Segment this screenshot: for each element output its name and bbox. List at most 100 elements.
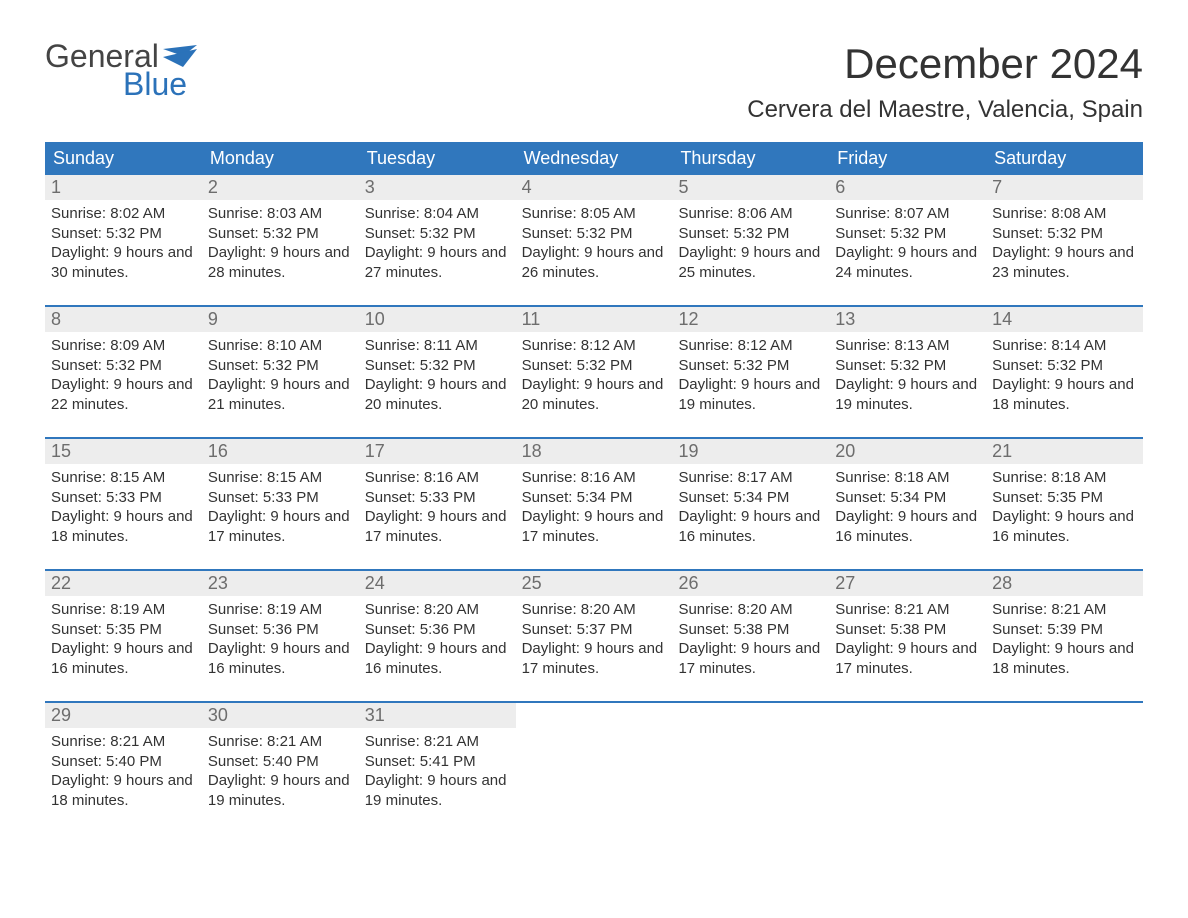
daylight-line: Daylight: 9 hours and 17 minutes. (522, 639, 667, 678)
day-cell: 15Sunrise: 8:15 AMSunset: 5:33 PMDayligh… (45, 439, 202, 547)
title-block: December 2024 Cervera del Maestre, Valen… (747, 40, 1143, 124)
sunrise-line: Sunrise: 8:15 AM (208, 468, 353, 488)
sunset-line: Sunset: 5:32 PM (51, 356, 196, 376)
sunset-line: Sunset: 5:32 PM (678, 356, 823, 376)
day-info: Sunrise: 8:12 AMSunset: 5:32 PMDaylight:… (672, 332, 829, 414)
sunrise-line: Sunrise: 8:21 AM (992, 600, 1137, 620)
day-number: 9 (202, 307, 359, 332)
day-info: Sunrise: 8:02 AMSunset: 5:32 PMDaylight:… (45, 200, 202, 282)
day-info: Sunrise: 8:05 AMSunset: 5:32 PMDaylight:… (516, 200, 673, 282)
daylight-line: Daylight: 9 hours and 26 minutes. (522, 243, 667, 282)
location: Cervera del Maestre, Valencia, Spain (747, 96, 1143, 124)
daylight-line: Daylight: 9 hours and 19 minutes. (678, 375, 823, 414)
sunrise-line: Sunrise: 8:16 AM (522, 468, 667, 488)
day-header: Thursday (672, 142, 829, 175)
day-info: Sunrise: 8:10 AMSunset: 5:32 PMDaylight:… (202, 332, 359, 414)
day-cell: 14Sunrise: 8:14 AMSunset: 5:32 PMDayligh… (986, 307, 1143, 415)
sunrise-line: Sunrise: 8:21 AM (51, 732, 196, 752)
day-cell: 4Sunrise: 8:05 AMSunset: 5:32 PMDaylight… (516, 175, 673, 283)
sunset-line: Sunset: 5:32 PM (365, 224, 510, 244)
day-cell: 3Sunrise: 8:04 AMSunset: 5:32 PMDaylight… (359, 175, 516, 283)
day-number: 5 (672, 175, 829, 200)
day-cell: 25Sunrise: 8:20 AMSunset: 5:37 PMDayligh… (516, 571, 673, 679)
day-cell: 11Sunrise: 8:12 AMSunset: 5:32 PMDayligh… (516, 307, 673, 415)
sunrise-line: Sunrise: 8:07 AM (835, 204, 980, 224)
sunset-line: Sunset: 5:32 PM (835, 224, 980, 244)
day-cell: 20Sunrise: 8:18 AMSunset: 5:34 PMDayligh… (829, 439, 986, 547)
daylight-line: Daylight: 9 hours and 18 minutes. (992, 639, 1137, 678)
sunrise-line: Sunrise: 8:20 AM (365, 600, 510, 620)
sunset-line: Sunset: 5:34 PM (835, 488, 980, 508)
sunrise-line: Sunrise: 8:05 AM (522, 204, 667, 224)
day-cell: 29Sunrise: 8:21 AMSunset: 5:40 PMDayligh… (45, 703, 202, 811)
day-number: 2 (202, 175, 359, 200)
day-number: 28 (986, 571, 1143, 596)
day-info: Sunrise: 8:03 AMSunset: 5:32 PMDaylight:… (202, 200, 359, 282)
daylight-line: Daylight: 9 hours and 16 minutes. (365, 639, 510, 678)
sunset-line: Sunset: 5:38 PM (835, 620, 980, 640)
daylight-line: Daylight: 9 hours and 22 minutes. (51, 375, 196, 414)
sunset-line: Sunset: 5:36 PM (208, 620, 353, 640)
daylight-line: Daylight: 9 hours and 30 minutes. (51, 243, 196, 282)
day-number: 10 (359, 307, 516, 332)
daylight-line: Daylight: 9 hours and 19 minutes. (208, 771, 353, 810)
sunset-line: Sunset: 5:32 PM (208, 356, 353, 376)
day-number: 16 (202, 439, 359, 464)
day-info: Sunrise: 8:21 AMSunset: 5:41 PMDaylight:… (359, 728, 516, 810)
daylight-line: Daylight: 9 hours and 16 minutes. (208, 639, 353, 678)
daylight-line: Daylight: 9 hours and 16 minutes. (835, 507, 980, 546)
day-info: Sunrise: 8:21 AMSunset: 5:38 PMDaylight:… (829, 596, 986, 678)
sunrise-line: Sunrise: 8:11 AM (365, 336, 510, 356)
day-cell (986, 703, 1143, 811)
day-info: Sunrise: 8:09 AMSunset: 5:32 PMDaylight:… (45, 332, 202, 414)
day-cell: 8Sunrise: 8:09 AMSunset: 5:32 PMDaylight… (45, 307, 202, 415)
day-info: Sunrise: 8:20 AMSunset: 5:36 PMDaylight:… (359, 596, 516, 678)
sunset-line: Sunset: 5:32 PM (992, 224, 1137, 244)
day-number: 21 (986, 439, 1143, 464)
daylight-line: Daylight: 9 hours and 19 minutes. (365, 771, 510, 810)
day-cell: 9Sunrise: 8:10 AMSunset: 5:32 PMDaylight… (202, 307, 359, 415)
day-info: Sunrise: 8:14 AMSunset: 5:32 PMDaylight:… (986, 332, 1143, 414)
daylight-line: Daylight: 9 hours and 17 minutes. (522, 507, 667, 546)
weeks-container: 1Sunrise: 8:02 AMSunset: 5:32 PMDaylight… (45, 175, 1143, 811)
daylight-line: Daylight: 9 hours and 18 minutes. (992, 375, 1137, 414)
sunrise-line: Sunrise: 8:17 AM (678, 468, 823, 488)
day-cell: 6 Sunrise: 8:07 AMSunset: 5:32 PMDaylight… (829, 175, 986, 283)
day-info: Sunrise: 8:20 AMSunset: 5:38 PMDaylight:… (672, 596, 829, 678)
sunrise-line: Sunrise: 8:12 AM (522, 336, 667, 356)
day-cell: 31Sunrise: 8:21 AMSunset: 5:41 PMDayligh… (359, 703, 516, 811)
daylight-line: Daylight: 9 hours and 18 minutes. (51, 507, 196, 546)
day-info: Sunrise: 8:08 AMSunset: 5:32 PMDaylight:… (986, 200, 1143, 282)
day-cell: 27Sunrise: 8:21 AMSunset: 5:38 PMDayligh… (829, 571, 986, 679)
day-header: Wednesday (516, 142, 673, 175)
day-info: Sunrise: 8:16 AMSunset: 5:33 PMDaylight:… (359, 464, 516, 546)
day-cell: 16Sunrise: 8:15 AMSunset: 5:33 PMDayligh… (202, 439, 359, 547)
sunset-line: Sunset: 5:32 PM (678, 224, 823, 244)
day-info: Sunrise: 8:21 AMSunset: 5:40 PMDaylight:… (202, 728, 359, 810)
day-info: Sunrise: 8:06 AMSunset: 5:32 PMDaylight:… (672, 200, 829, 282)
day-number: 3 (359, 175, 516, 200)
month-title: December 2024 (747, 40, 1143, 88)
sunset-line: Sunset: 5:32 PM (365, 356, 510, 376)
sunset-line: Sunset: 5:34 PM (522, 488, 667, 508)
sunrise-line: Sunrise: 8:02 AM (51, 204, 196, 224)
day-cell (829, 703, 986, 811)
daylight-line: Daylight: 9 hours and 20 minutes. (522, 375, 667, 414)
day-cell: 10 Sunrise: 8:11 AMSunset: 5:32 PMDayligh… (359, 307, 516, 415)
sunset-line: Sunset: 5:32 PM (522, 224, 667, 244)
week-row: 1Sunrise: 8:02 AMSunset: 5:32 PMDaylight… (45, 175, 1143, 283)
daylight-line: Daylight: 9 hours and 20 minutes. (365, 375, 510, 414)
sunrise-line: Sunrise: 8:09 AM (51, 336, 196, 356)
day-info: Sunrise: 8:04 AMSunset: 5:32 PMDaylight:… (359, 200, 516, 282)
sunset-line: Sunset: 5:34 PM (678, 488, 823, 508)
day-info: Sunrise: 8:16 AMSunset: 5:34 PMDaylight:… (516, 464, 673, 546)
day-info: Sunrise: 8:17 AMSunset: 5:34 PMDaylight:… (672, 464, 829, 546)
sunset-line: Sunset: 5:39 PM (992, 620, 1137, 640)
daylight-line: Daylight: 9 hours and 24 minutes. (835, 243, 980, 282)
day-number: 15 (45, 439, 202, 464)
sunset-line: Sunset: 5:32 PM (992, 356, 1137, 376)
day-cell: 18Sunrise: 8:16 AMSunset: 5:34 PMDayligh… (516, 439, 673, 547)
day-number: 20 (829, 439, 986, 464)
week-row: 29Sunrise: 8:21 AMSunset: 5:40 PMDayligh… (45, 701, 1143, 811)
day-number: 6 (829, 175, 986, 200)
